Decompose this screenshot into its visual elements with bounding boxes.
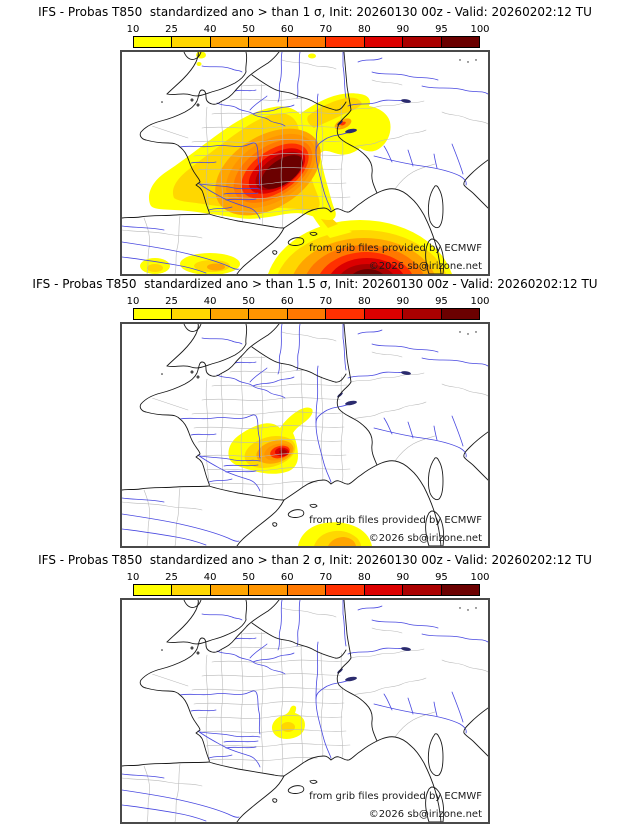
colorbar-tick-label: 50	[242, 572, 256, 583]
map-sigma-2: from grib files provided by ECMWF ©2026 …	[120, 598, 490, 824]
colorbar-segment	[326, 585, 365, 595]
colorbar-segment	[172, 309, 211, 319]
panel-sigma-1-5: IFS - Probas T850 standardized ano > tha…	[0, 272, 630, 548]
probability-colorbar: 10 25 40 50 60 70 80 90 95 100	[127, 296, 490, 320]
copyright-text: ©2026 sb@irizone.net	[369, 261, 482, 272]
colorbar-tick-label: 95	[435, 572, 448, 583]
colorbar-segment	[364, 585, 404, 595]
colorbar-tick-label: 80	[357, 296, 371, 307]
ecmwf-credit: from grib files provided by ECMWF	[309, 243, 482, 254]
colorbar-tick-label: 50	[242, 24, 256, 35]
colorbar-segment	[364, 37, 404, 47]
colorbar-tick-label: 80	[357, 24, 371, 35]
colorbar-labels: 10 25 40 50 60 70 80 90 95 100	[127, 296, 490, 307]
colorbar-tick-label: 60	[280, 572, 294, 583]
probability-colorbar: 10 25 40 50 60 70 80 90 95 100	[127, 24, 490, 48]
colorbar-tick-label: 90	[396, 24, 410, 35]
colorbar-tick-label: 10	[126, 296, 140, 307]
colorbar-tick-label: 90	[396, 296, 410, 307]
colorbar-tick-label: 40	[203, 572, 217, 583]
colorbar-tick-label: 70	[319, 24, 333, 35]
colorbar-tick-label: 70	[319, 572, 333, 583]
ecmwf-credit: from grib files provided by ECMWF	[309, 515, 482, 526]
probability-blobs	[272, 705, 305, 739]
colorbar-tick-label: 10	[126, 572, 140, 583]
colorbar-tick-label: 80	[357, 572, 371, 583]
colorbar-tick-label: 100	[470, 572, 490, 583]
colorbar-segment	[326, 309, 365, 319]
colorbar-tick-label: 25	[165, 24, 178, 35]
colorbar-segment	[249, 585, 288, 595]
colorbar-labels: 10 25 40 50 60 70 80 90 95 100	[127, 24, 490, 35]
copyright-text: ©2026 sb@irizone.net	[369, 533, 482, 544]
colorbar-segment	[403, 37, 442, 47]
colorbar-tick-label: 95	[435, 24, 448, 35]
map-sigma-1-5: from grib files provided by ECMWF ©2026 …	[120, 322, 490, 548]
colorbar-tick-label: 40	[203, 24, 217, 35]
colorbar-tick-label: 100	[470, 296, 490, 307]
colorbar-segment	[441, 309, 479, 319]
colorbar-tick-label: 60	[280, 296, 294, 307]
colorbar-segment	[134, 309, 173, 319]
colorbar-bar	[133, 584, 480, 596]
colorbar-segment	[287, 37, 327, 47]
colorbar-tick-label: 40	[203, 296, 217, 307]
colorbar-tick-label: 95	[435, 296, 448, 307]
colorbar-tick-label: 90	[396, 572, 410, 583]
colorbar-segment	[403, 585, 442, 595]
colorbar-bar	[133, 36, 480, 48]
colorbar-tick-label: 100	[470, 24, 490, 35]
panel-title: IFS - Probas T850 standardized ano > tha…	[38, 5, 592, 19]
colorbar-segment	[249, 37, 288, 47]
colorbar-segment	[326, 37, 365, 47]
colorbar-segment	[287, 309, 327, 319]
colorbar-tick-label: 60	[280, 24, 294, 35]
colorbar-segment	[134, 585, 173, 595]
probability-colorbar: 10 25 40 50 60 70 80 90 95 100	[127, 572, 490, 596]
colorbar-bar	[133, 308, 480, 320]
colorbar-segment	[441, 37, 479, 47]
colorbar-segment	[287, 585, 327, 595]
colorbar-segment	[172, 585, 211, 595]
colorbar-segment	[210, 585, 250, 595]
panel-title: IFS - Probas T850 standardized ano > tha…	[32, 277, 598, 291]
colorbar-segment	[364, 309, 404, 319]
colorbar-tick-label: 25	[165, 572, 178, 583]
colorbar-labels: 10 25 40 50 60 70 80 90 95 100	[127, 572, 490, 583]
colorbar-tick-label: 25	[165, 296, 178, 307]
panel-title: IFS - Probas T850 standardized ano > tha…	[38, 553, 592, 567]
colorbar-segment	[249, 309, 288, 319]
colorbar-segment	[441, 585, 479, 595]
colorbar-segment	[210, 37, 250, 47]
colorbar-segment	[210, 309, 250, 319]
panel-sigma-2: IFS - Probas T850 standardized ano > tha…	[0, 548, 630, 824]
copyright-text: ©2026 sb@irizone.net	[369, 809, 482, 820]
colorbar-tick-label: 10	[126, 24, 140, 35]
colorbar-tick-label: 70	[319, 296, 333, 307]
colorbar-segment	[172, 37, 211, 47]
colorbar-segment	[403, 309, 442, 319]
map-sigma-1: from grib files provided by ECMWF ©2026 …	[120, 50, 490, 276]
colorbar-tick-label: 50	[242, 296, 256, 307]
panel-sigma-1: IFS - Probas T850 standardized ano > tha…	[0, 0, 630, 276]
probability-blobs	[140, 52, 452, 274]
colorbar-segment	[134, 37, 173, 47]
ecmwf-credit: from grib files provided by ECMWF	[309, 791, 482, 802]
